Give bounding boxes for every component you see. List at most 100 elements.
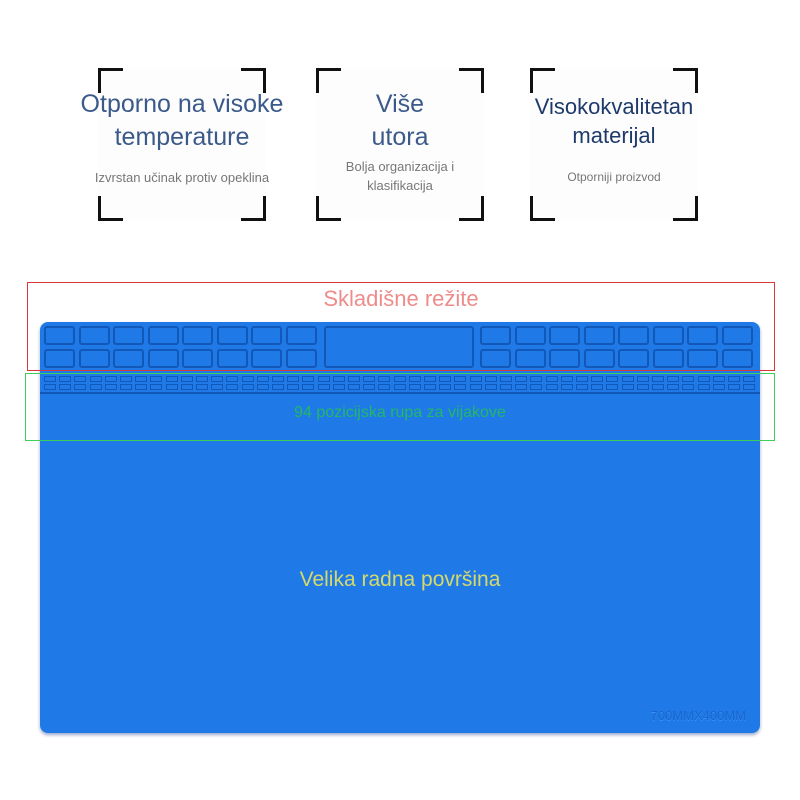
screw-hole (469, 384, 482, 390)
storage-slot (687, 349, 718, 368)
screw-hole (636, 376, 649, 382)
screw-hole (272, 376, 284, 382)
screw-hole (439, 384, 452, 390)
screw-hole (302, 376, 315, 382)
screw-hole (317, 384, 330, 390)
screw-hole (621, 384, 634, 390)
screw-hole (135, 376, 148, 382)
screw-hole (226, 384, 239, 390)
feature-title: Više utora (371, 90, 429, 151)
screw-hole (591, 376, 604, 382)
screw-hole (712, 384, 725, 390)
storage-slot (618, 326, 649, 345)
screw-hole (104, 376, 117, 382)
screw-hole (560, 376, 573, 382)
screw-hole (363, 376, 376, 382)
screw-hole (332, 384, 345, 390)
screw-hole (348, 384, 360, 390)
screw-hole (728, 384, 740, 390)
storage-slot (480, 326, 511, 345)
storage-slot (721, 349, 753, 368)
screw-hole (712, 376, 725, 382)
screw-hole (180, 384, 193, 390)
screw-hole (530, 376, 543, 382)
screw-hole (165, 376, 178, 382)
feature-subtitle: Otporniji proizvod (567, 170, 661, 184)
screw-hole (59, 384, 72, 390)
screw-hole (667, 384, 680, 390)
screw-hole (743, 376, 756, 382)
screw-hole (576, 384, 588, 390)
silicone-work-mat: Velika radna površina 700MMX400MM (40, 322, 760, 733)
feature-subtitle: Izvrstan učinak protiv opeklina (94, 170, 270, 185)
storage-slot (721, 326, 753, 345)
screw-hole (636, 384, 649, 390)
storage-slot (549, 349, 580, 368)
screw-hole (256, 384, 269, 390)
screw-hole (530, 384, 543, 390)
screw-hole (256, 376, 269, 382)
screw-hole (621, 376, 634, 382)
screw-holes-label: 94 pozicijska rupa za vijakove (294, 404, 506, 421)
storage-slot (113, 349, 144, 368)
screw-hole (74, 384, 87, 390)
screw-hole (652, 376, 664, 382)
screw-hole (697, 384, 710, 390)
storage-slot (549, 326, 580, 345)
storage-label: Skladišne režite (323, 286, 479, 311)
screw-hole (363, 384, 376, 390)
screw-hole (606, 384, 619, 390)
storage-slot (583, 326, 615, 345)
storage-slot (78, 349, 110, 368)
screw-hole (545, 384, 558, 390)
screw-hole (302, 384, 315, 390)
storage-slot (687, 326, 718, 345)
screw-hole (591, 384, 604, 390)
screw-hole (378, 384, 391, 390)
screw-hole (287, 384, 300, 390)
screw-hole (150, 384, 163, 390)
screw-hole (652, 384, 664, 390)
screw-hole (378, 376, 391, 382)
storage-slot (514, 326, 546, 345)
screw-hole (560, 384, 573, 390)
screw-hole (408, 384, 421, 390)
screw-hole (728, 376, 740, 382)
screw-hole (196, 384, 208, 390)
storage-slot (216, 349, 248, 368)
screw-hole (393, 376, 406, 382)
storage-slot (147, 349, 179, 368)
feature-card-material: Visokokvalitetan materijal Otporniji pro… (530, 68, 698, 221)
screw-hole (682, 376, 695, 382)
screw-hole (241, 376, 254, 382)
size-label: 700MMX400MM (650, 708, 746, 723)
storage-slot-large (324, 326, 474, 368)
storage-highlight-box: Skladišne režite (27, 282, 775, 371)
screw-hole (287, 376, 300, 382)
feature-card-slots: Više utora Bolja organizacija i klasifik… (316, 68, 484, 221)
storage-slot (78, 326, 110, 345)
screw-hole (104, 384, 117, 390)
screw-hole (469, 376, 482, 382)
screw-hole (89, 376, 102, 382)
storage-slot (285, 326, 317, 345)
screw-hole (180, 376, 193, 382)
feature-subtitle: Bolja organizacija i klasifikacija (345, 159, 455, 193)
screw-hole (454, 376, 467, 382)
screw-hole (515, 384, 528, 390)
storage-slot (652, 326, 684, 345)
screw-hole (515, 376, 528, 382)
storage-slot (583, 349, 615, 368)
feature-title: Visokokvalitetan materijal (534, 94, 694, 148)
storage-slot (44, 326, 75, 345)
storage-slot (480, 349, 511, 368)
storage-slot (44, 349, 75, 368)
screw-hole (332, 376, 345, 382)
screw-hole (393, 384, 406, 390)
screw-hole (44, 384, 56, 390)
screw-hole (241, 384, 254, 390)
screw-holes-highlight-box: 94 pozicijska rupa za vijakove (25, 373, 775, 441)
screw-hole (211, 384, 224, 390)
storage-slot (618, 349, 649, 368)
screw-hole (59, 376, 72, 382)
